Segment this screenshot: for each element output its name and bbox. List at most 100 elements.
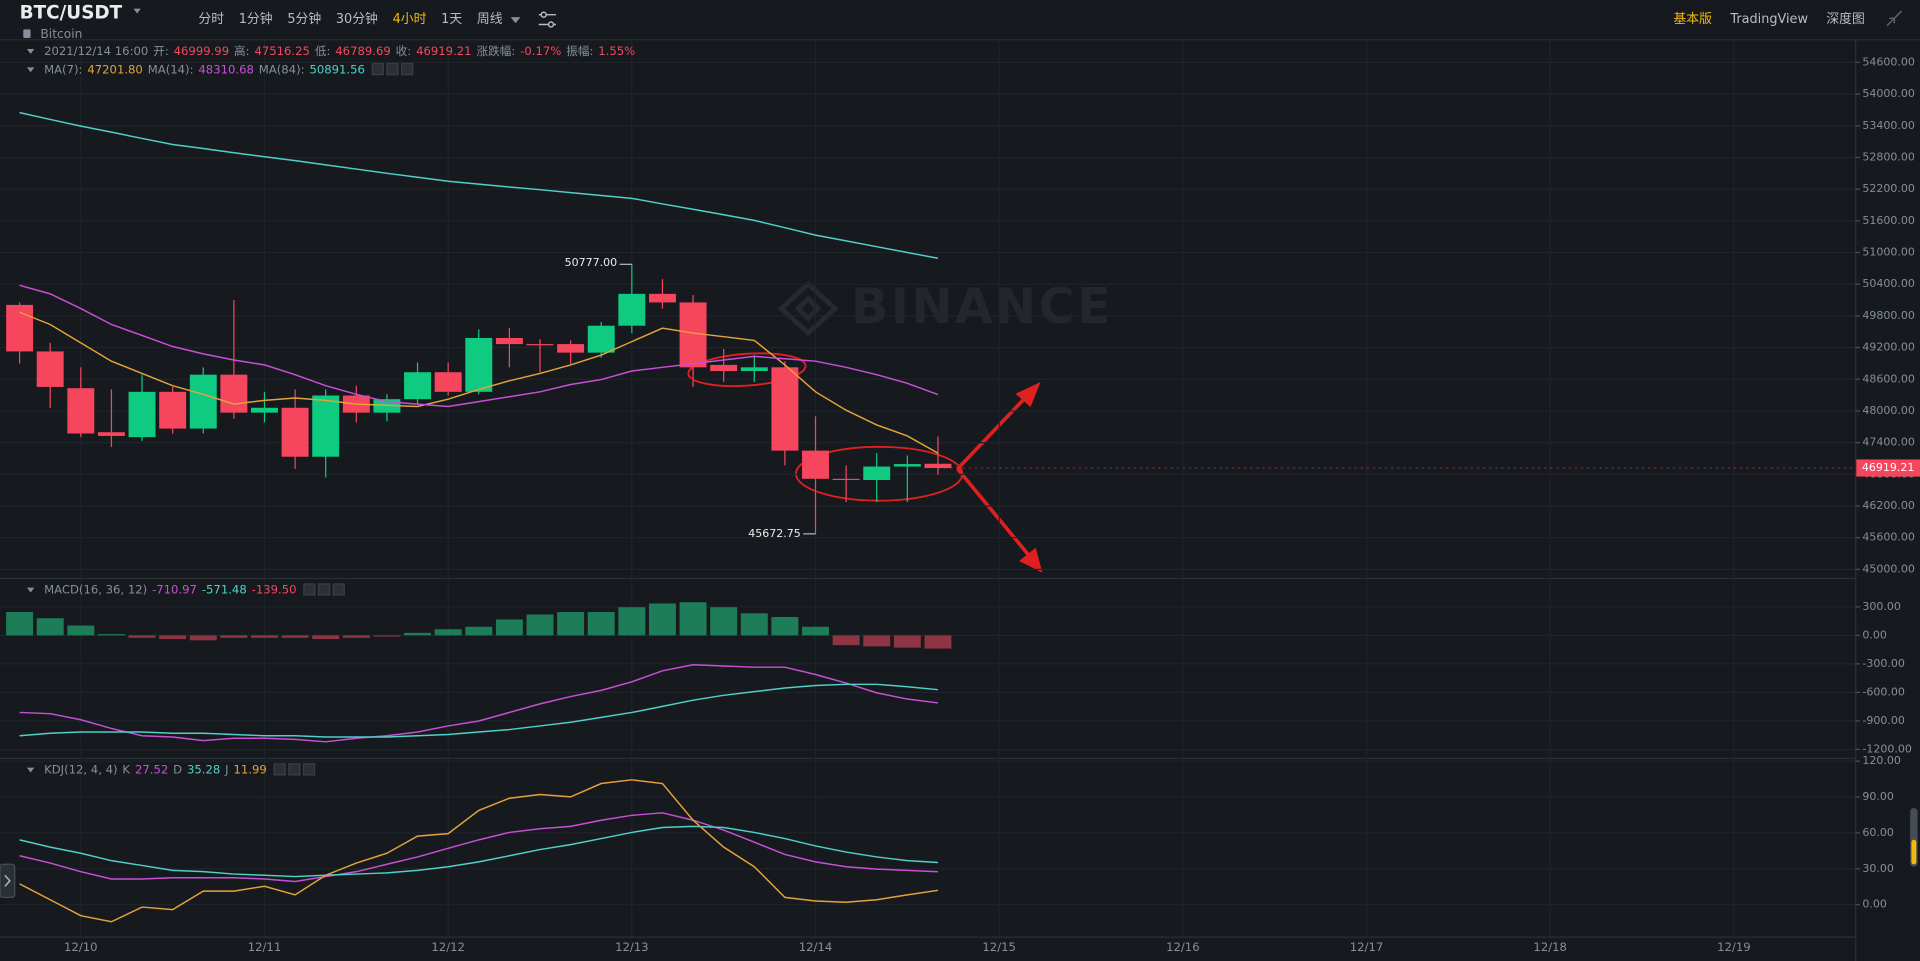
price-tag [1856,459,1920,477]
candle-body [465,337,493,392]
indicator-line [19,311,939,454]
legend-value: 27.52 [135,763,168,777]
candle-body [679,302,707,368]
expand-button[interactable] [0,863,16,898]
legend-icon[interactable] [302,763,316,776]
y-tick-label: 54000.00 [1862,87,1915,100]
candle-body [189,374,217,429]
x-tick-label: 12/12 [431,940,465,954]
settings-icon[interactable] [538,11,556,28]
watermark-logo [777,280,839,337]
symbol-dropdown[interactable] [133,8,141,14]
symbol[interactable]: BTC/USDT [20,2,123,23]
macd-bar [557,612,585,636]
legend-label: 开: [153,44,169,58]
view-tab[interactable]: 深度图 [1826,11,1865,27]
candle-body [312,395,340,457]
macd-bar [495,619,523,636]
collapse-caret[interactable] [26,67,35,73]
macd-bar [251,635,278,638]
y-tick-label: 120.00 [1862,754,1901,767]
y-tick-label: 60.00 [1862,826,1894,839]
indicator-line [19,683,939,738]
candle-body [36,351,64,387]
plot [6,111,1856,923]
legend-value: 47516.25 [254,44,309,58]
macd-bar [893,635,921,648]
candle-body [6,304,34,352]
y-tick-label: 52200.00 [1862,182,1915,195]
macd-bar [618,607,646,636]
interval-tab[interactable]: 30分钟 [336,11,378,27]
x-tick-label: 12/19 [1717,940,1751,954]
candle-body [893,464,921,467]
more-intervals[interactable] [510,17,521,24]
legend-icon[interactable] [371,63,384,76]
candle-body [618,293,646,326]
legend-icon[interactable] [303,583,316,596]
legend-icon[interactable] [273,763,286,776]
indicator-line [19,825,939,878]
legend-label: 高: [234,44,250,58]
y-tick-label: -300.00 [1862,657,1904,670]
legend-icon[interactable] [386,63,399,76]
interval-tab[interactable]: 1天 [441,12,462,27]
legend-value: 35.28 [187,763,220,777]
candle-body [587,325,615,353]
y-tick-label: 300.00 [1862,600,1901,613]
y-tick-label: -600.00 [1862,685,1904,698]
legend-name: MA(84): [259,62,305,76]
y-tick-label: 30.00 [1862,862,1894,875]
overlay: 50777.00 45672.75 [565,256,816,540]
price-tag-label: 46919.21 [1862,461,1915,474]
macd-bar [526,614,554,636]
y-tick-label: 0.00 [1862,898,1887,911]
candle-body [648,293,676,303]
candle-body [220,374,248,413]
y-tick-label: 46200.00 [1862,499,1915,512]
interval-tab[interactable]: 5分钟 [287,11,321,27]
macd-bar [587,612,615,636]
legend-name: MA(7): [44,62,82,76]
candle-body [740,367,768,372]
collapse-caret[interactable] [26,767,35,773]
legend-icon[interactable] [288,763,301,776]
legend-value: 46919.21 [416,44,471,58]
interval-tab[interactable]: 4小时 [393,12,427,27]
macd-bar [648,603,676,636]
legend-value: 46999.99 [174,44,229,58]
y-tick-label: 50400.00 [1862,277,1915,290]
interval-tab[interactable]: 周线 [477,12,503,27]
view-tab[interactable]: 基本版 [1673,12,1712,27]
y-tick-label: 49800.00 [1862,309,1915,322]
candle-body [495,337,523,345]
legend-icon[interactable] [332,583,345,596]
legend-icon[interactable] [401,63,414,76]
indicator-line [19,284,939,408]
candle-body [863,466,891,481]
y-tick-label: -900.00 [1862,714,1904,727]
legend-value: -139.50 [252,583,297,597]
macd-bar [220,635,248,638]
macd-bar [434,629,462,636]
macd-bar [404,632,432,636]
candle-body [802,450,829,479]
y-tick-label: 53400.00 [1862,119,1915,132]
view-tab[interactable]: TradingView [1729,12,1808,27]
collapse-caret[interactable] [26,587,35,593]
collapse-caret[interactable] [26,48,35,54]
legend-icon[interactable] [317,583,331,596]
interval-tab[interactable]: 1分钟 [239,11,273,27]
fullscreen-icon[interactable] [1886,10,1903,27]
interval-tab[interactable]: 分时 [198,12,224,27]
legend-value: 47201.80 [87,62,142,76]
legend-value: 11.99 [234,763,267,777]
legend-label: 收: [396,44,412,58]
y-tick-label: 47400.00 [1862,436,1915,449]
scrollbar-thumb[interactable] [1911,839,1917,865]
legend-value: 50891.56 [309,62,364,76]
y-tick-label: 52800.00 [1862,150,1915,163]
legend-value: 48310.68 [198,62,253,76]
